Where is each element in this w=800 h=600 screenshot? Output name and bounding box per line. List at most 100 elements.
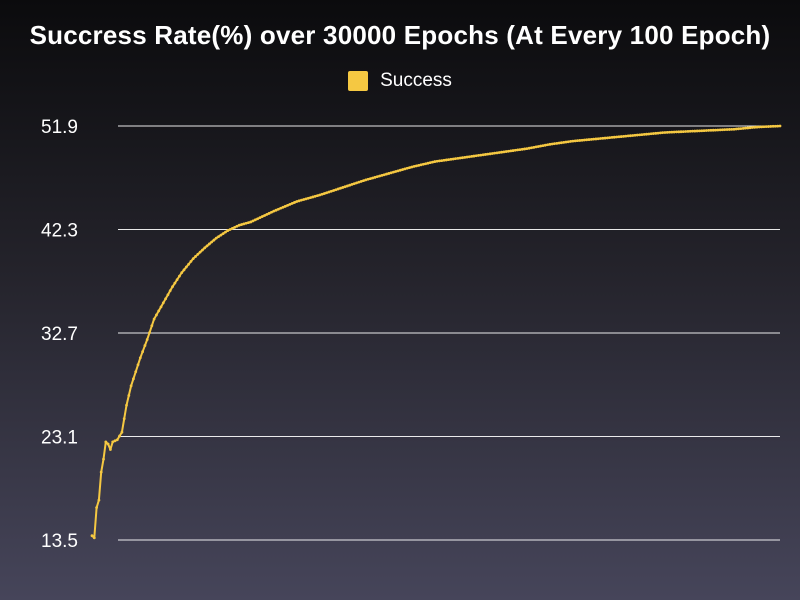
data-point (532, 145, 536, 149)
data-point (516, 148, 520, 152)
data-point (359, 180, 363, 183)
data-point (569, 140, 573, 143)
data-point (143, 344, 147, 347)
data-point (288, 202, 292, 206)
data-point (159, 305, 163, 309)
data-point (299, 198, 303, 202)
data-point (755, 125, 759, 129)
data-point (247, 221, 250, 225)
data-point (679, 130, 683, 134)
data-point (553, 142, 556, 146)
data-point (608, 136, 612, 140)
data-point (157, 309, 161, 313)
data-point (486, 152, 490, 156)
series-line-success (91, 125, 781, 539)
data-point (714, 128, 717, 132)
data-point (270, 210, 273, 214)
data-point (440, 159, 444, 163)
data-point (219, 233, 223, 237)
data-point (251, 219, 255, 223)
data-point (470, 155, 474, 158)
data-point (415, 164, 418, 168)
data-point (479, 153, 483, 157)
data-point (691, 129, 694, 133)
data-point (520, 147, 524, 151)
data-point (320, 192, 324, 196)
data-point (286, 203, 289, 207)
data-point (92, 536, 96, 540)
data-point (233, 225, 237, 229)
data-point (626, 134, 630, 138)
data-point (341, 186, 345, 189)
data-point (104, 440, 108, 444)
data-point (380, 173, 384, 177)
data-point (382, 173, 386, 177)
data-point (716, 128, 720, 132)
data-point (327, 190, 331, 194)
data-point (493, 151, 497, 155)
data-point (318, 193, 322, 197)
data-point (585, 138, 589, 142)
data-point (97, 498, 101, 502)
data-point (118, 434, 122, 438)
data-point (681, 130, 685, 134)
data-point (378, 174, 382, 178)
data-point (249, 220, 253, 224)
data-point (640, 133, 644, 137)
data-point (539, 144, 543, 148)
chart-legend: Success (0, 70, 800, 92)
data-point (191, 257, 195, 261)
data-point (419, 163, 423, 167)
data-point (451, 157, 455, 161)
data-point (670, 130, 674, 134)
y-tick-label: 32.7 (41, 324, 78, 345)
data-point (700, 129, 704, 133)
data-point (693, 129, 697, 133)
data-point (164, 297, 168, 301)
data-point (750, 126, 754, 129)
data-point (762, 125, 766, 129)
data-point (109, 448, 112, 451)
data-point (115, 438, 119, 442)
data-point (111, 440, 115, 444)
data-point (332, 189, 336, 192)
data-point (757, 125, 761, 129)
data-point (99, 470, 103, 474)
data-point (336, 187, 340, 191)
data-point (113, 439, 117, 443)
data-point (401, 168, 405, 171)
data-point (536, 145, 540, 148)
data-point (677, 130, 681, 134)
data-point (578, 139, 582, 142)
data-point (410, 165, 414, 169)
data-point (617, 135, 621, 139)
data-point (456, 156, 460, 160)
data-point (102, 457, 105, 461)
data-point (187, 262, 191, 266)
data-point (601, 136, 605, 140)
data-point (527, 146, 531, 150)
data-point (592, 137, 596, 141)
y-tick-label: 42.3 (41, 221, 78, 242)
data-point (550, 142, 554, 146)
data-point (760, 125, 763, 129)
data-point (417, 163, 421, 167)
data-point (283, 204, 287, 208)
data-point (302, 198, 306, 201)
data-point (244, 221, 248, 225)
data-point (122, 417, 126, 421)
data-point (168, 289, 172, 293)
data-point (764, 125, 768, 129)
data-point (587, 138, 591, 141)
data-point (684, 130, 688, 133)
data-point (295, 200, 299, 203)
data-point (203, 246, 207, 250)
data-point (150, 324, 154, 328)
data-point (205, 244, 209, 248)
data-point (638, 133, 642, 137)
data-point (619, 135, 623, 138)
data-point (175, 278, 179, 282)
data-point (707, 129, 711, 132)
data-point (355, 181, 359, 185)
data-point (599, 137, 602, 140)
